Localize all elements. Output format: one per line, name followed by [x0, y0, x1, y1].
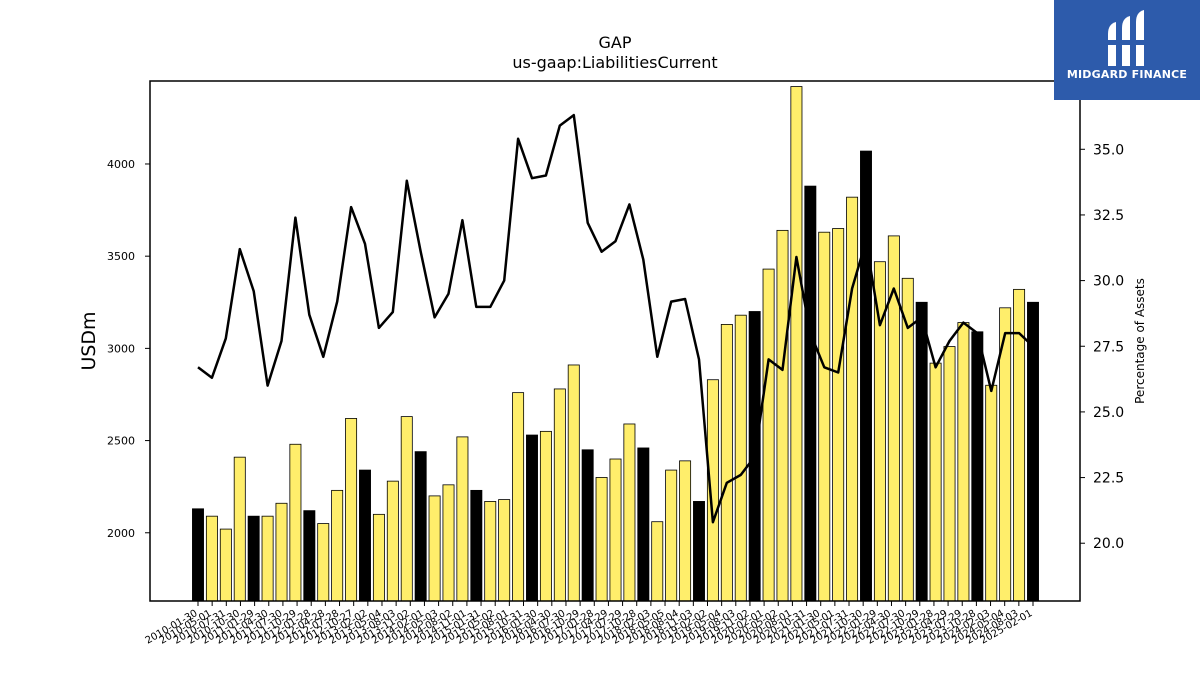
bar — [790, 86, 803, 602]
bar — [331, 489, 344, 602]
y-tick-label: 3500 — [107, 250, 135, 263]
bar — [915, 301, 928, 602]
y-axis-label: USDm — [78, 311, 100, 370]
bar — [818, 231, 831, 602]
y-axis-right: 20.0 22.5 25.0 27.5 30.0 32.5 35.0 — [1080, 142, 1124, 552]
bar — [804, 185, 817, 602]
bar — [470, 489, 483, 602]
bar — [637, 447, 650, 602]
bar — [985, 384, 998, 602]
bar — [609, 458, 622, 602]
bar — [456, 436, 469, 602]
y2-axis-label: Percentage of Assets — [1133, 278, 1147, 404]
bar — [442, 484, 455, 602]
y2-tick-label: 35.0 — [1093, 142, 1124, 158]
y-tick-label: 4000 — [107, 158, 135, 171]
bar — [567, 364, 580, 602]
y2-tick-label: 22.5 — [1093, 471, 1124, 487]
brand-logo: MIDGARD FINANCE — [1054, 0, 1200, 100]
bar — [860, 150, 872, 602]
bar — [428, 495, 441, 602]
bar — [971, 331, 984, 602]
bar — [261, 515, 274, 602]
bar — [372, 513, 385, 602]
bar — [539, 430, 552, 602]
bar — [762, 268, 775, 602]
bar — [1027, 301, 1039, 602]
bar — [317, 523, 330, 602]
bar — [846, 196, 859, 602]
bar — [400, 416, 413, 602]
y-tick-label: 2000 — [107, 527, 135, 540]
chart-subtitle: us-gaap:LiabilitiesCurrent — [512, 53, 717, 72]
plot-frame — [149, 80, 1081, 602]
y2-tick-label: 20.0 — [1093, 536, 1124, 552]
bar — [192, 508, 204, 602]
bar — [651, 521, 664, 602]
y2-tick-label: 25.0 — [1093, 405, 1124, 421]
y-tick-label: 3000 — [107, 342, 135, 355]
bar — [289, 443, 302, 602]
bar — [665, 469, 678, 602]
y2-tick-label: 30.0 — [1093, 274, 1124, 290]
bar — [595, 477, 608, 602]
y2-tick-label: 27.5 — [1093, 339, 1124, 355]
x-axis: 2010-01-302010-05-012010-07-312010-10-30… — [144, 601, 1035, 647]
bars-layer — [192, 86, 1039, 602]
y-axis-left: 2000 2500 3000 3500 4000 — [107, 158, 150, 540]
logo-text: MIDGARD FINANCE — [1066, 68, 1188, 81]
bar — [233, 456, 246, 602]
bar — [247, 515, 260, 602]
bar — [623, 423, 636, 602]
bar — [720, 324, 733, 602]
bar — [693, 501, 705, 602]
chart-title: GAP — [599, 33, 632, 52]
bar — [581, 449, 594, 602]
bar — [498, 499, 511, 602]
bar — [943, 346, 956, 602]
bar — [957, 322, 970, 602]
bar — [679, 460, 692, 602]
bar — [776, 229, 789, 602]
y-tick-label: 2500 — [107, 435, 135, 448]
line-layer — [197, 113, 1034, 524]
bar — [205, 515, 218, 602]
bar — [275, 502, 288, 602]
bar — [526, 434, 538, 602]
series-line — [197, 113, 1034, 524]
bar — [553, 388, 566, 602]
bar — [734, 314, 747, 602]
bar — [414, 451, 427, 602]
bar — [345, 418, 358, 602]
bar — [929, 362, 942, 602]
bar — [359, 469, 371, 602]
bar — [219, 528, 232, 602]
bar — [832, 228, 845, 602]
bar — [484, 501, 497, 602]
y2-tick-label: 32.5 — [1093, 208, 1124, 224]
bar — [303, 510, 316, 602]
bar — [386, 480, 399, 602]
bar — [512, 392, 525, 602]
logo-mark-icon — [1106, 10, 1146, 66]
